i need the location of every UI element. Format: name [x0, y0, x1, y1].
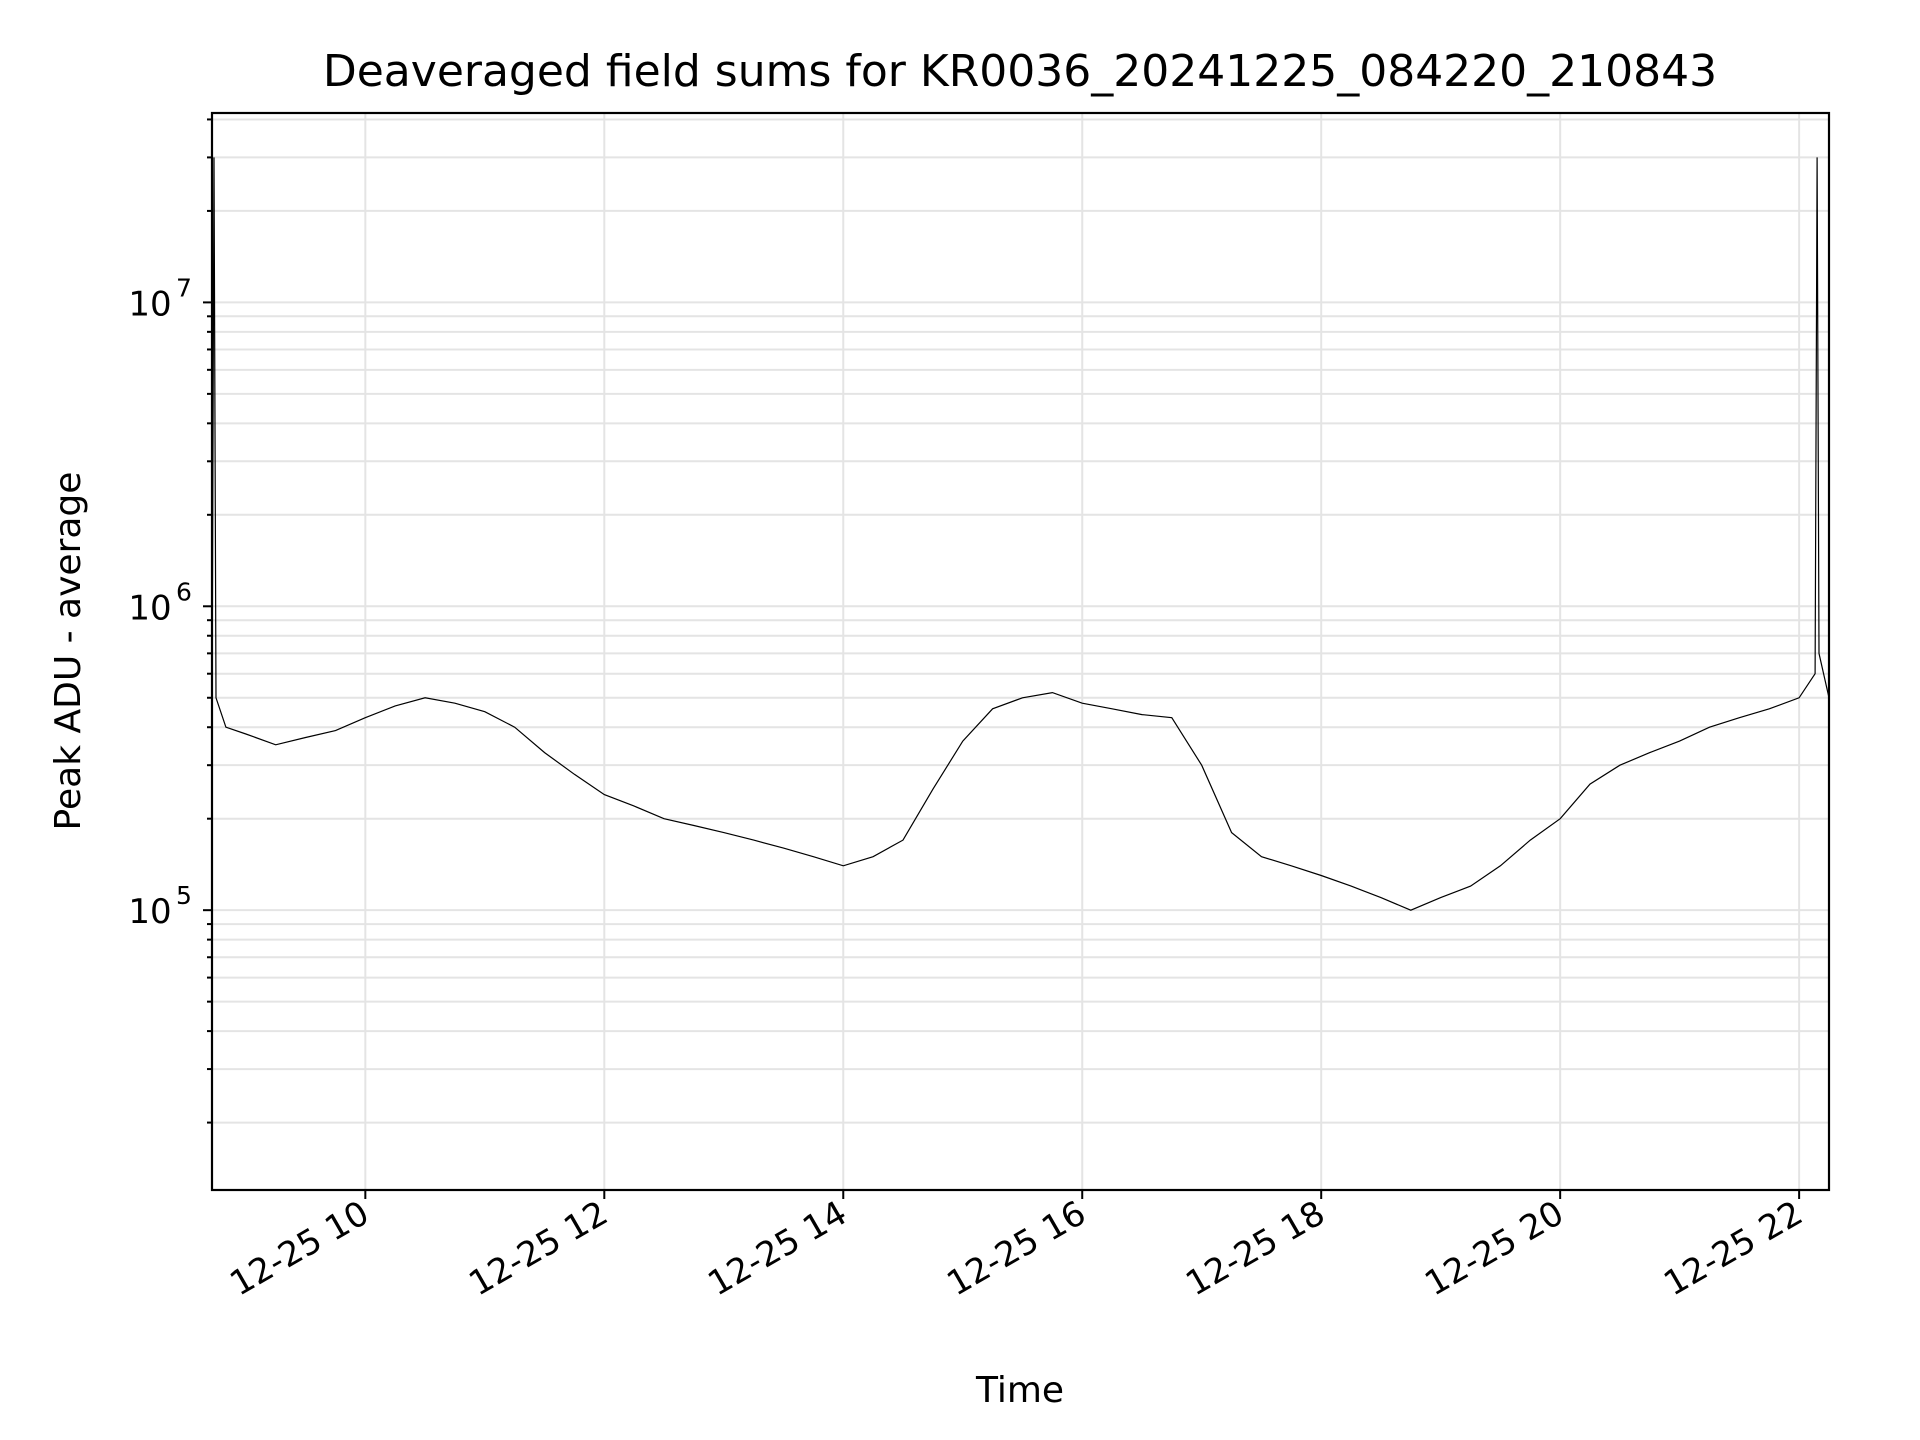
x-tick-label: 12-25 22	[1657, 1193, 1809, 1304]
y-tick-label-exponent: 5	[176, 881, 192, 910]
plot-frame	[210, 111, 1831, 1192]
chart-title: Deaveraged field sums for KR0036_2024122…	[323, 46, 1717, 97]
x-tick-label: 12-25 10	[223, 1193, 375, 1304]
y-tick-label-exponent: 7	[176, 273, 192, 302]
x-tick-label: 12-25 16	[940, 1193, 1092, 1304]
y-tick-label: 10	[128, 588, 171, 628]
x-tick-label: 12-25 12	[462, 1193, 614, 1304]
x-tick-label: 12-25 20	[1418, 1193, 1570, 1304]
y-tick-label-base: 10	[128, 892, 171, 932]
y-tick-label: 10	[128, 284, 171, 324]
x-tick-label: 12-25 14	[701, 1193, 853, 1304]
x-axis-label: Time	[975, 1370, 1064, 1411]
grid-lines	[212, 113, 1829, 1190]
y-tick-label-exponent: 6	[176, 577, 192, 606]
y-axis-label: Peak ADU - average	[48, 472, 89, 831]
y-tick-label-base: 10	[128, 284, 171, 324]
series-line	[211, 157, 1830, 911]
y-tick-label-base: 10	[128, 588, 171, 628]
y-tick-label: 10	[128, 892, 171, 932]
series-layer	[211, 157, 1830, 911]
x-tick-label: 12-25 18	[1179, 1193, 1331, 1304]
